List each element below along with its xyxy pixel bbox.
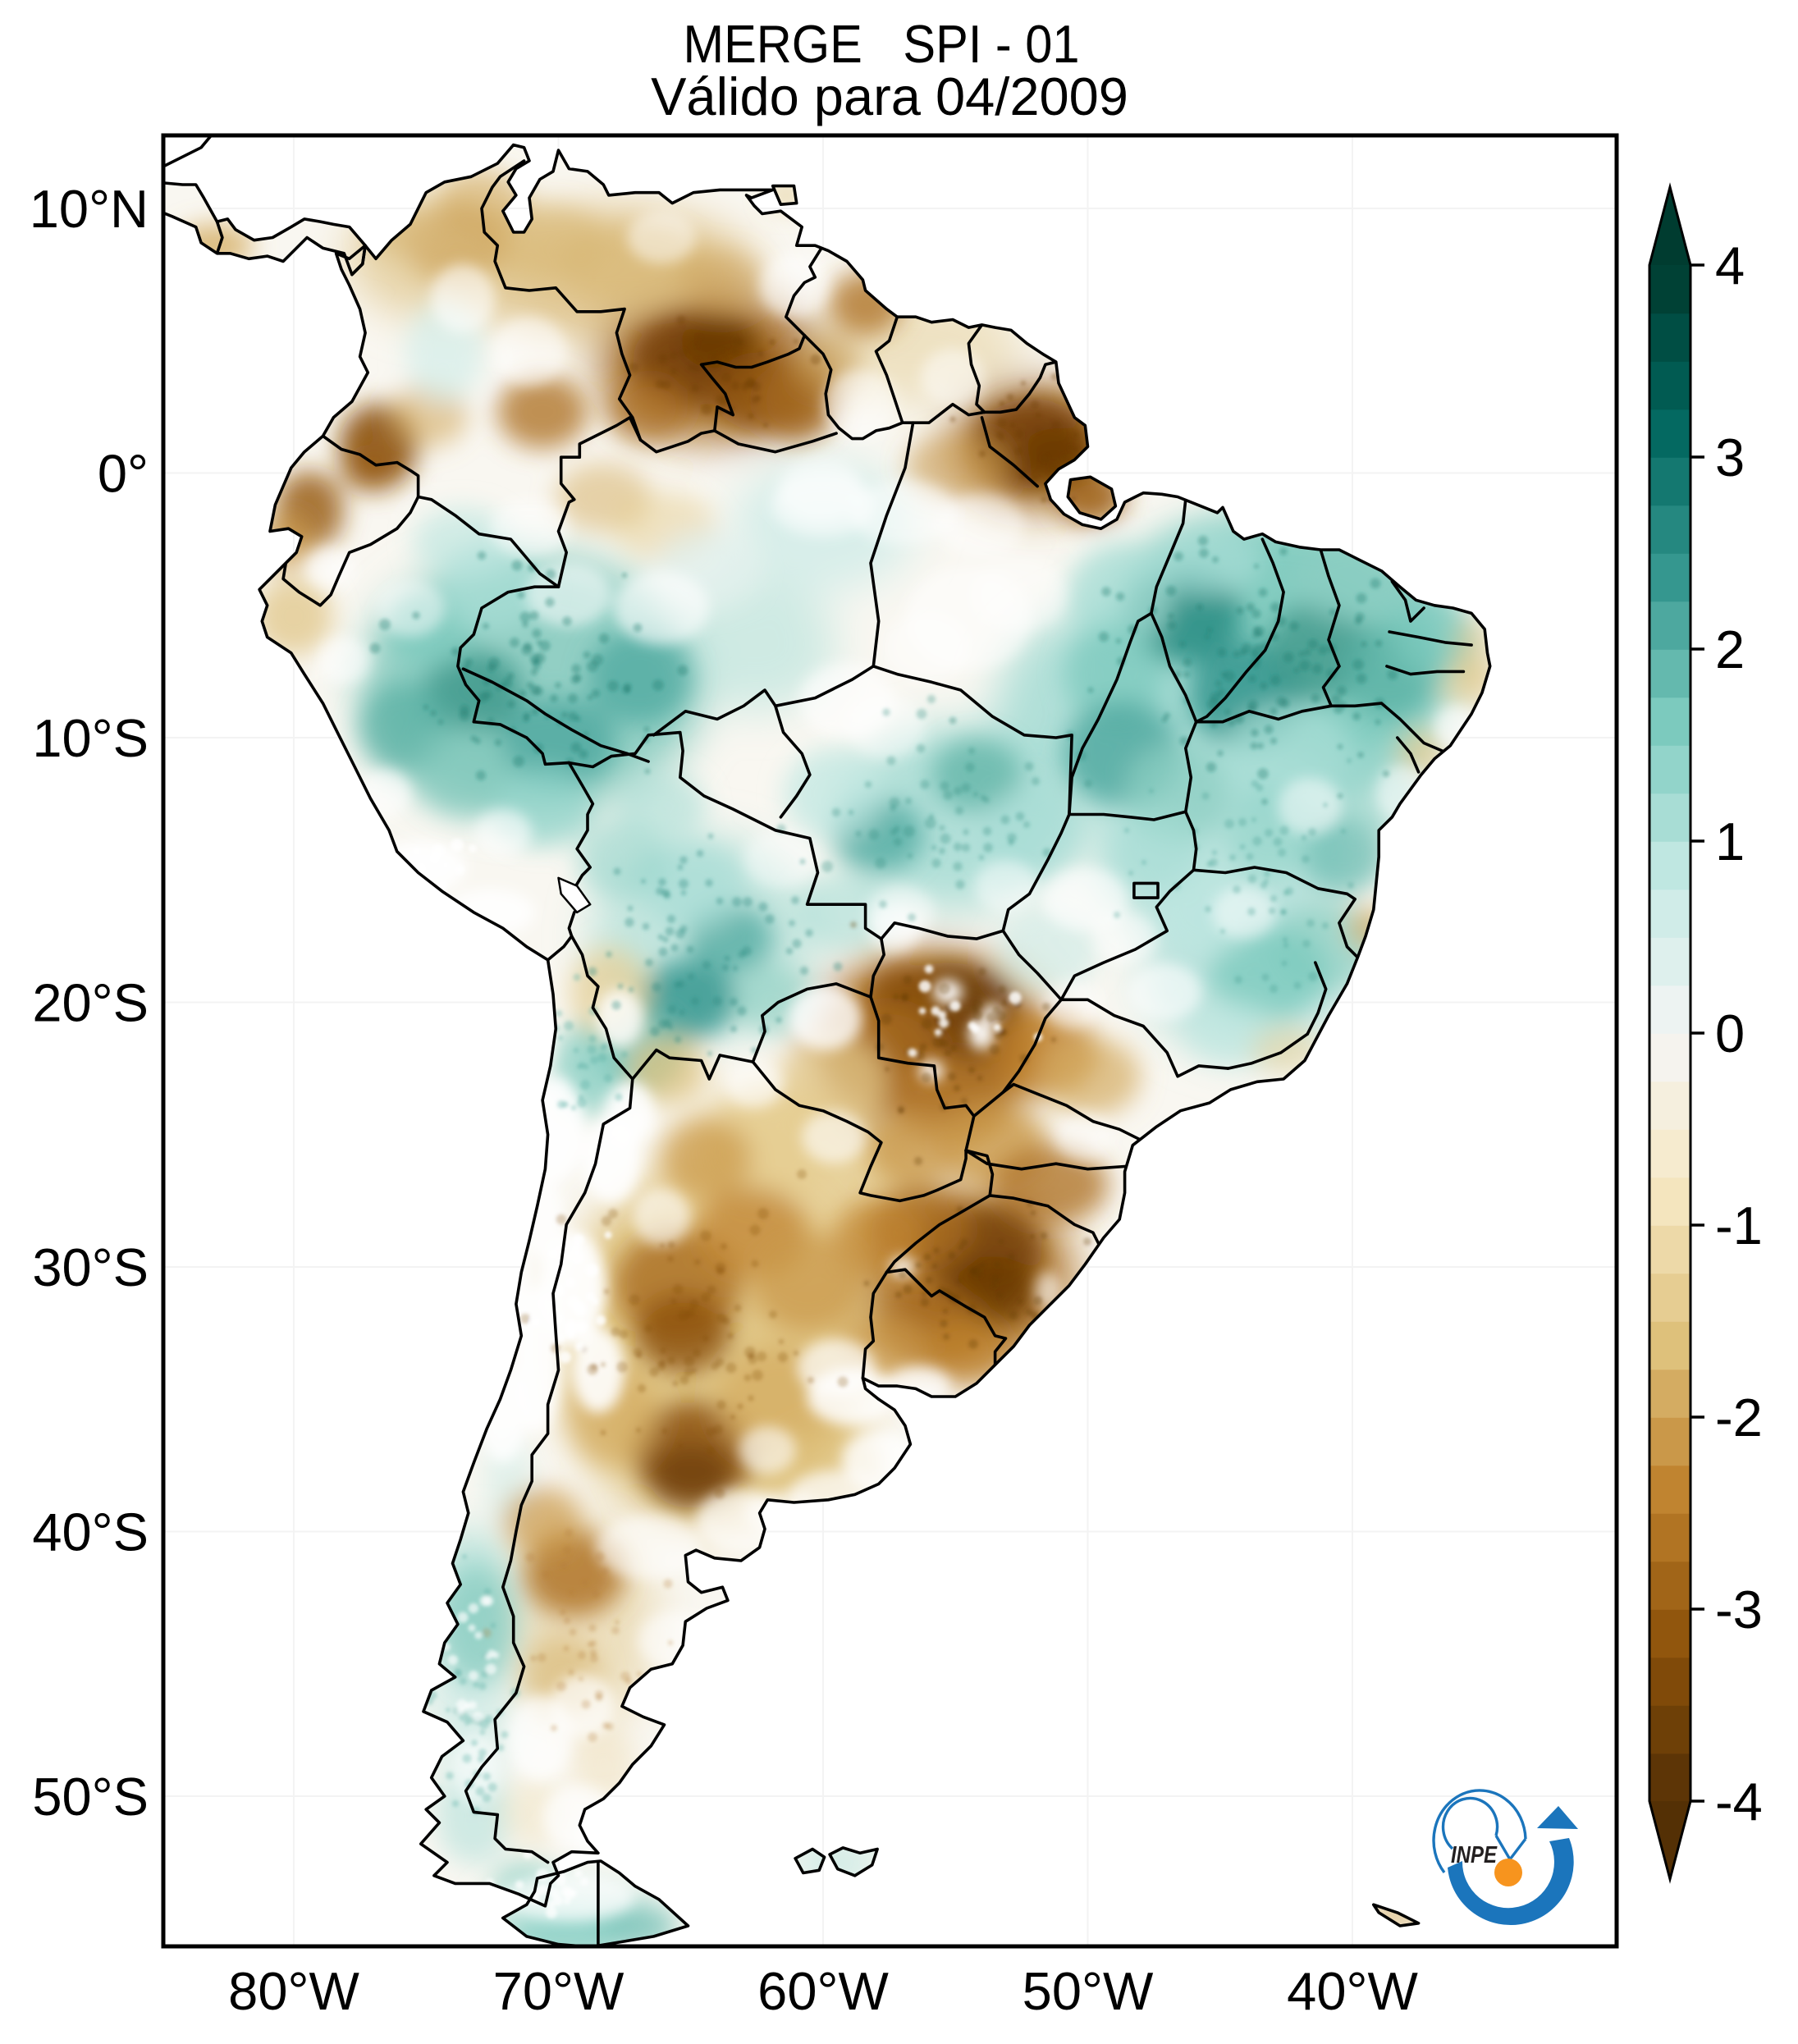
svg-text:Válido para 04/2009: Válido para 04/2009 xyxy=(651,66,1128,126)
svg-text:INPE: INPE xyxy=(1451,1842,1498,1868)
svg-text:MERGE SPI - 01: MERGE SPI - 01 xyxy=(684,14,1080,74)
svg-text:40°S: 40°S xyxy=(32,1502,149,1562)
svg-text:40°W: 40°W xyxy=(1287,1961,1418,2021)
svg-text:50°W: 50°W xyxy=(1023,1961,1154,2021)
svg-text:10°N: 10°N xyxy=(30,179,149,239)
svg-text:2: 2 xyxy=(1715,620,1745,679)
svg-text:20°S: 20°S xyxy=(32,973,149,1033)
svg-text:4: 4 xyxy=(1715,235,1745,295)
svg-text:-2: -2 xyxy=(1715,1388,1763,1447)
svg-text:70°W: 70°W xyxy=(493,1961,624,2021)
svg-text:50°S: 50°S xyxy=(32,1767,149,1827)
svg-text:1: 1 xyxy=(1715,812,1745,871)
svg-text:60°W: 60°W xyxy=(757,1961,889,2021)
svg-text:3: 3 xyxy=(1715,428,1745,487)
svg-text:-3: -3 xyxy=(1715,1580,1763,1639)
svg-text:0°: 0° xyxy=(98,444,149,504)
svg-text:-1: -1 xyxy=(1715,1196,1763,1255)
svg-text:10°S: 10°S xyxy=(32,708,149,768)
svg-text:30°S: 30°S xyxy=(32,1237,149,1297)
svg-text:-4: -4 xyxy=(1715,1772,1763,1831)
svg-text:80°W: 80°W xyxy=(228,1961,359,2021)
svg-text:0: 0 xyxy=(1715,1004,1745,1063)
